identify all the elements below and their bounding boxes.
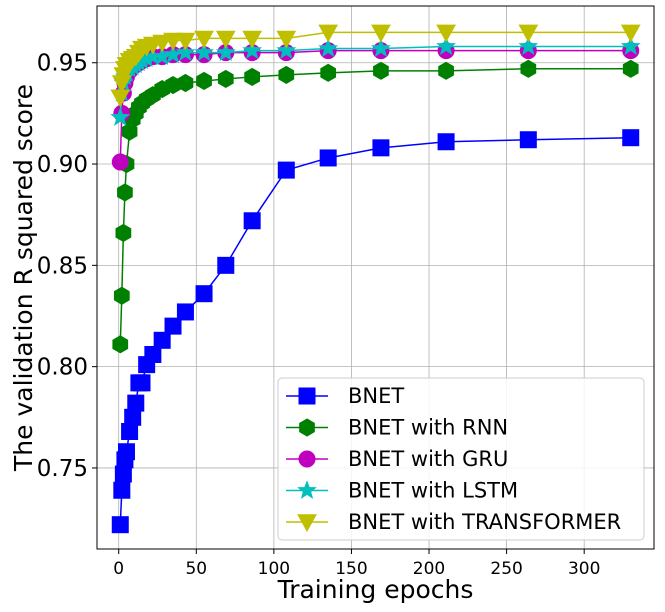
data-point — [110, 107, 131, 126]
data-point — [371, 38, 391, 57]
data-point — [373, 61, 389, 80]
y-axis-label: The validation R squared score — [9, 84, 38, 472]
data-point — [153, 331, 171, 349]
series-4 — [110, 24, 641, 108]
data-point — [121, 422, 139, 440]
legend-box — [277, 377, 645, 541]
data-point — [215, 30, 236, 49]
x-tick-label: 100 — [258, 559, 290, 579]
legend-label: BNET with GRU — [348, 447, 508, 471]
legend-item: BNET with RNN — [286, 416, 508, 440]
data-point — [518, 36, 539, 55]
series-0 — [111, 129, 640, 534]
legend-label: BNET with RNN — [348, 416, 508, 440]
data-point — [244, 67, 261, 86]
data-point — [242, 40, 263, 60]
y-tick-label: 0.80 — [37, 355, 88, 381]
data-point — [519, 131, 537, 149]
grid-lines — [97, 6, 654, 549]
series-layer — [110, 24, 641, 534]
axis-ticks: 0 50 100 150 200 250 300 0.75 0.80 0.85 0.90 0.95 — [37, 51, 601, 579]
legend-label: BNET with TRANSFORMER — [348, 510, 621, 534]
data-point — [242, 30, 263, 49]
data-point — [320, 63, 337, 82]
data-point — [371, 24, 391, 43]
data-point — [318, 38, 339, 57]
y-tick-label: 0.90 — [37, 152, 88, 178]
data-point — [114, 465, 132, 483]
data-point — [436, 24, 456, 43]
legend-item: BNET with TRANSFORMER — [286, 510, 621, 534]
legend: BNET BNET with RNN BNET with GRU BNET with … — [277, 377, 645, 541]
data-point — [372, 139, 390, 157]
x-tick-label: 250 — [490, 559, 522, 579]
plot-frame — [96, 5, 655, 550]
data-point — [113, 286, 130, 305]
data-point — [124, 408, 142, 426]
legend-marker — [298, 387, 316, 405]
data-point — [113, 481, 131, 499]
legend-item: BNET — [286, 384, 404, 408]
legend-marker — [298, 450, 316, 468]
data-point — [117, 183, 133, 202]
x-tick-label: 50 — [185, 559, 207, 579]
data-point — [215, 42, 236, 62]
data-point — [112, 335, 129, 354]
legend-label: BNET — [348, 384, 404, 408]
data-point — [175, 32, 196, 51]
data-point — [177, 73, 194, 93]
data-point — [319, 149, 337, 167]
legend-marker — [297, 480, 317, 499]
data-point — [194, 30, 214, 49]
data-point — [196, 71, 212, 91]
data-point — [163, 32, 183, 51]
data-point — [318, 24, 339, 43]
data-point — [115, 223, 132, 243]
x-tick-label: 300 — [568, 559, 600, 579]
x-tick-label: 0 — [113, 559, 124, 579]
data-point — [176, 303, 194, 321]
data-point — [520, 59, 537, 78]
legend-label: BNET with LSTM — [348, 479, 518, 503]
data-point — [276, 40, 297, 60]
data-point — [277, 161, 295, 179]
data-point — [518, 24, 539, 43]
legend-item: BNET with LSTM — [286, 479, 518, 503]
legend-item: BNET with GRU — [286, 447, 508, 471]
y-tick-label: 0.85 — [37, 253, 88, 279]
data-point — [175, 42, 196, 62]
data-point — [152, 34, 173, 53]
data-point — [278, 65, 295, 84]
data-point — [117, 443, 135, 461]
data-point — [217, 256, 235, 274]
data-point — [164, 317, 182, 335]
data-point — [111, 153, 129, 171]
data-point — [194, 42, 214, 62]
x-tick-label: 150 — [335, 559, 367, 579]
data-point — [144, 345, 162, 363]
x-tick-label: 200 — [413, 559, 445, 579]
data-point — [622, 129, 640, 147]
data-point — [438, 61, 454, 80]
y-tick-label: 0.75 — [37, 456, 88, 482]
data-point — [620, 24, 641, 43]
legend-marker — [299, 418, 315, 437]
data-point — [217, 69, 234, 89]
data-point — [276, 30, 297, 49]
x-axis-label: Training epochs — [277, 575, 474, 604]
data-point — [620, 36, 641, 55]
data-point — [127, 394, 145, 412]
data-point — [622, 59, 639, 78]
data-point — [437, 133, 455, 151]
series-1 — [112, 59, 639, 354]
data-point — [111, 516, 129, 534]
data-point — [243, 212, 261, 230]
data-point — [133, 374, 151, 392]
data-point — [195, 285, 213, 303]
legend-marker — [297, 514, 317, 533]
data-point — [436, 36, 457, 55]
y-tick-label: 0.95 — [37, 51, 88, 77]
